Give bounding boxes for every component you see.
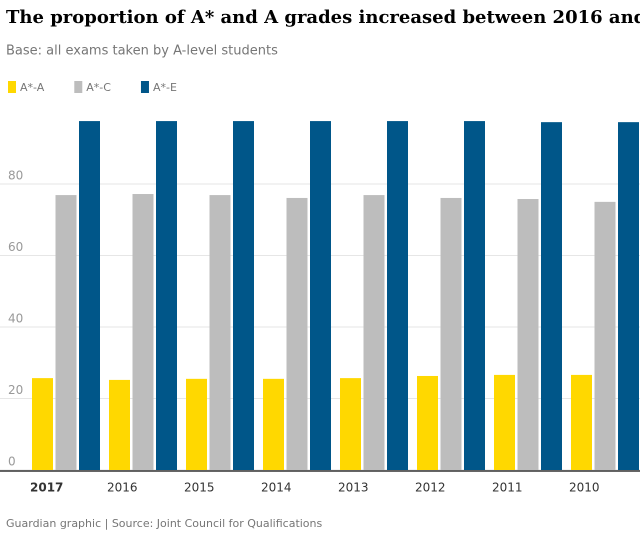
legend-label: A*-C — [86, 81, 111, 94]
y-tick-label: 20 — [8, 383, 23, 397]
x-tick-label: 2011 — [492, 481, 523, 495]
bar — [79, 121, 100, 470]
bar — [594, 201, 616, 470]
y-tick-label: 0 — [8, 455, 16, 469]
bar — [55, 195, 77, 470]
legend-label: A*-A — [20, 81, 45, 94]
bar — [571, 374, 592, 470]
bar — [541, 122, 562, 470]
bar — [32, 378, 53, 470]
bar — [363, 195, 385, 470]
legend-swatch — [140, 81, 149, 93]
legend-swatch — [8, 81, 16, 93]
bar — [209, 195, 231, 470]
bar — [263, 378, 284, 470]
bar — [417, 375, 438, 470]
bar — [517, 199, 539, 470]
x-tick-label: 2013 — [338, 481, 369, 495]
x-tick-label: 2014 — [261, 481, 292, 495]
bar — [286, 197, 308, 470]
bar — [387, 121, 408, 470]
x-tick-label: 2010 — [569, 481, 600, 495]
y-tick-label: 60 — [8, 240, 23, 254]
bar — [310, 121, 331, 470]
x-tick-label: 2016 — [107, 481, 138, 495]
bar — [494, 374, 515, 470]
bar — [618, 122, 639, 470]
bar — [440, 197, 462, 470]
legend-label: A*-E — [153, 81, 177, 94]
bar — [109, 379, 130, 470]
chart-subtitle: Base: all exams taken by A-level student… — [6, 44, 278, 59]
bar — [132, 194, 154, 470]
bar — [464, 121, 485, 470]
x-tick-label: 2012 — [415, 481, 446, 495]
bar — [156, 121, 177, 470]
chart-title: The proportion of A* and A grades increa… — [6, 7, 640, 28]
legend-swatch — [74, 81, 83, 93]
source-note: Guardian graphic | Source: Joint Council… — [6, 517, 323, 530]
x-tick-label: 2015 — [184, 481, 215, 495]
x-tick-label: 2017 — [30, 481, 63, 495]
bar — [233, 121, 254, 470]
y-tick-label: 80 — [8, 169, 23, 183]
y-tick-label: 40 — [8, 312, 23, 326]
bar — [186, 378, 207, 470]
bar — [340, 378, 361, 470]
